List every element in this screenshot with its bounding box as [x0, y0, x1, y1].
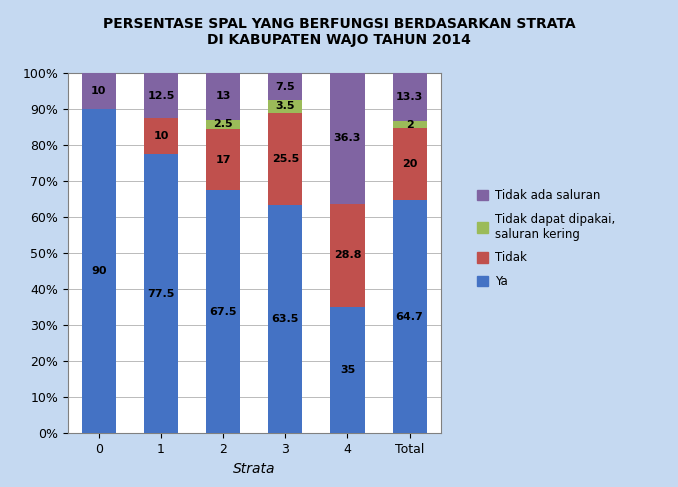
Text: 25.5: 25.5	[272, 153, 299, 164]
Text: 3.5: 3.5	[275, 101, 295, 112]
Bar	[393, 73, 426, 121]
Text: 10: 10	[91, 86, 106, 96]
Text: 7.5: 7.5	[275, 81, 295, 92]
Bar	[268, 205, 302, 433]
Text: 36.3: 36.3	[334, 133, 361, 143]
Bar	[393, 128, 426, 200]
Text: 17: 17	[216, 154, 231, 165]
Text: 67.5: 67.5	[210, 307, 237, 317]
Text: 77.5: 77.5	[147, 289, 175, 299]
Bar	[144, 73, 178, 118]
Bar	[268, 112, 302, 205]
Bar	[82, 73, 116, 109]
Bar	[144, 118, 178, 154]
Bar	[330, 307, 365, 433]
Text: 12.5: 12.5	[147, 91, 175, 101]
Bar	[206, 120, 240, 129]
Text: 64.7: 64.7	[396, 312, 424, 322]
Bar	[330, 204, 365, 307]
Bar	[393, 121, 426, 128]
Text: 63.5: 63.5	[272, 314, 299, 324]
Text: 13.3: 13.3	[396, 92, 423, 102]
Bar	[330, 73, 365, 204]
Text: 10: 10	[153, 131, 169, 141]
Bar	[393, 200, 426, 433]
Text: 28.8: 28.8	[334, 250, 361, 261]
Legend: Tidak ada saluran, Tidak dapat dipakai,
saluran kering, Tidak, Ya: Tidak ada saluran, Tidak dapat dipakai, …	[471, 183, 622, 294]
Text: PERSENTASE SPAL YANG BERFUNGSI BERDASARKAN STRATA
DI KABUPATEN WAJO TAHUN 2014: PERSENTASE SPAL YANG BERFUNGSI BERDASARK…	[102, 17, 576, 47]
Text: 35: 35	[340, 365, 355, 375]
X-axis label: Strata: Strata	[233, 462, 275, 476]
Text: 2.5: 2.5	[214, 119, 233, 130]
Bar	[206, 129, 240, 190]
Text: 90: 90	[91, 266, 106, 276]
Bar	[144, 154, 178, 433]
Bar	[82, 109, 116, 433]
Bar	[206, 73, 240, 120]
Bar	[268, 100, 302, 112]
Text: 13: 13	[216, 92, 231, 101]
Text: 2: 2	[405, 120, 414, 130]
Text: 20: 20	[402, 159, 418, 169]
Bar	[268, 73, 302, 100]
Bar	[206, 190, 240, 433]
